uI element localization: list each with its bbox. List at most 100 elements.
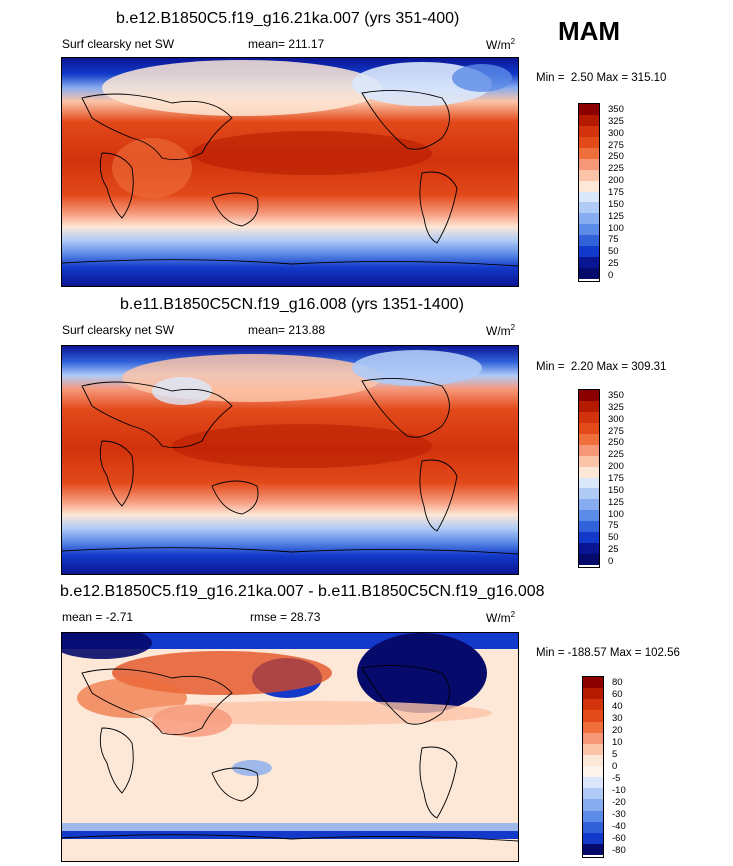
panel-3-mean-value: -2.71 bbox=[105, 610, 134, 624]
colorbar-segment bbox=[579, 180, 599, 192]
colorbar-segment bbox=[583, 777, 603, 789]
colorbar-tick-label: 0 bbox=[608, 556, 614, 567]
panel-1-max-value: 315.10 bbox=[631, 72, 667, 84]
panel-3-rmse: rmse = 28.73 bbox=[250, 610, 320, 624]
colorbar-segment bbox=[579, 400, 599, 412]
panel-3-contour-field bbox=[62, 633, 518, 861]
colorbar-tick-label: 20 bbox=[612, 725, 623, 736]
panel-3-coastlines bbox=[62, 664, 518, 842]
colorbar-tick-label: -20 bbox=[612, 797, 626, 808]
colorbar-segment bbox=[579, 532, 599, 544]
panel-2-units-text: W/m bbox=[486, 324, 511, 338]
colorbar-segment bbox=[579, 444, 599, 456]
colorbar-tick-label: 150 bbox=[608, 198, 624, 210]
panel-1-minmax: Min = 2.50 Max = 315.10 bbox=[536, 72, 666, 84]
panel-2-map bbox=[61, 345, 519, 575]
colorbar-segment bbox=[583, 821, 603, 833]
panel-2-minmax: Min = 2.20 Max = 309.31 bbox=[536, 361, 666, 373]
colorbar-segment bbox=[579, 246, 599, 258]
panel-2-title: b.e11.B1850C5CN.f19_g16.008 (yrs 1351-14… bbox=[120, 296, 464, 313]
season-label: MAM bbox=[558, 16, 621, 46]
panel-3-rmse-value: 28.73 bbox=[290, 610, 321, 624]
colorbar-tick-label: 200 bbox=[608, 461, 624, 473]
colorbar-tick-label: 275 bbox=[608, 425, 624, 437]
colorbar-tick-label: 60 bbox=[612, 689, 623, 700]
colorbar-segment bbox=[583, 743, 603, 755]
colorbar-segment bbox=[583, 799, 603, 811]
panel-3-max-value: 102.56 bbox=[644, 647, 680, 659]
colorbar-tick-label: 75 bbox=[608, 520, 619, 532]
colorbar-tick-label: 300 bbox=[608, 413, 624, 425]
panel-2-units: W/m2 bbox=[486, 323, 515, 338]
panel-1-coastlines bbox=[62, 89, 518, 267]
colorbar-segment bbox=[579, 477, 599, 489]
colorbar-segment bbox=[583, 732, 603, 744]
colorbar-segment bbox=[579, 224, 599, 236]
colorbar-tick-label: 100 bbox=[608, 222, 624, 234]
colorbar-segment bbox=[579, 268, 599, 279]
colorbar-tick-label: -5 bbox=[612, 773, 621, 784]
panel-3-colorbar bbox=[582, 676, 604, 858]
colorbar-segment bbox=[579, 147, 599, 159]
colorbar-tick-label: 325 bbox=[608, 115, 624, 127]
colorbar-segment bbox=[579, 488, 599, 500]
colorbar-tick-label: 225 bbox=[608, 449, 624, 461]
panel-2-max-value: 309.31 bbox=[631, 361, 667, 373]
panel-3-units-text: W/m bbox=[486, 611, 511, 625]
colorbar-tick-label: -10 bbox=[612, 785, 626, 796]
panel-3-rmse-label: rmse = bbox=[250, 610, 288, 624]
colorbar-tick-label: 40 bbox=[612, 701, 623, 712]
colorbar-segment bbox=[579, 125, 599, 137]
panel-1-min-label: Min = bbox=[536, 72, 565, 84]
colorbar-tick-label: -60 bbox=[612, 833, 626, 844]
panel-1-units-text: W/m bbox=[486, 38, 511, 52]
colorbar-tick-label: 10 bbox=[612, 737, 623, 748]
colorbar-tick-label: -30 bbox=[612, 809, 626, 820]
colorbar-tick-label: 50 bbox=[608, 532, 619, 544]
colorbar-segment bbox=[579, 136, 599, 148]
colorbar-tick-label: 350 bbox=[608, 390, 624, 401]
colorbar-tick-label: 225 bbox=[608, 163, 624, 175]
colorbar-segment bbox=[579, 191, 599, 203]
panel-3-mean: mean = -2.71 bbox=[62, 610, 133, 624]
colorbar-tick-label: 175 bbox=[608, 473, 624, 484]
colorbar-segment bbox=[579, 521, 599, 533]
colorbar-segment bbox=[579, 499, 599, 511]
colorbar-tick-label: 200 bbox=[608, 175, 624, 187]
panel-3-max-label: Max = bbox=[609, 647, 642, 659]
colorbar-segment bbox=[579, 466, 599, 478]
panel-1-contour-field bbox=[62, 58, 518, 286]
colorbar-tick-label: -40 bbox=[612, 821, 626, 832]
colorbar-tick-label: 300 bbox=[608, 127, 624, 139]
panel-3-minmax: Min = -188.57 Max = 102.56 bbox=[536, 647, 680, 659]
panel-3-min-label: Min = bbox=[536, 647, 565, 659]
panel-3-map bbox=[61, 632, 519, 862]
colorbar-segment bbox=[579, 202, 599, 214]
colorbar-tick-label: 25 bbox=[608, 258, 619, 270]
colorbar-segment bbox=[583, 688, 603, 700]
colorbar-segment bbox=[579, 114, 599, 126]
colorbar-segment bbox=[583, 699, 603, 711]
panel-3-title: b.e12.B1850C5.f19_g16.21ka.007 - b.e11.B… bbox=[60, 583, 545, 600]
colorbar-tick-label: 175 bbox=[608, 187, 624, 198]
panel-2-min-label: Min = bbox=[536, 361, 565, 373]
panel-3-colorbar-labels: 80 60 40 30 20 10 5 0 -5 -10 -20 -30 -40 -60 -80 bbox=[612, 677, 652, 856]
colorbar-tick-label: 125 bbox=[608, 496, 624, 508]
colorbar-tick-label: -80 bbox=[612, 845, 626, 856]
colorbar-tick-label: 325 bbox=[608, 401, 624, 413]
panel-2-variable-label: Surf clearsky net SW bbox=[62, 323, 175, 337]
colorbar-tick-label: 50 bbox=[608, 246, 619, 258]
panel-3-units: W/m2 bbox=[486, 610, 515, 625]
colorbar-segment bbox=[579, 554, 599, 565]
colorbar-segment bbox=[579, 510, 599, 522]
colorbar-segment bbox=[579, 455, 599, 467]
panel-2-colorbar bbox=[578, 389, 600, 568]
panel-2-coastlines bbox=[62, 377, 518, 555]
colorbar-tick-label: 275 bbox=[608, 139, 624, 151]
panel-1-min-value: 2.50 bbox=[570, 72, 594, 84]
colorbar-tick-label: 25 bbox=[608, 544, 619, 556]
colorbar-segment bbox=[583, 832, 603, 844]
colorbar-segment bbox=[579, 169, 599, 181]
panel-2-mean: mean= 213.88 bbox=[248, 323, 325, 337]
colorbar-segment bbox=[579, 104, 599, 115]
